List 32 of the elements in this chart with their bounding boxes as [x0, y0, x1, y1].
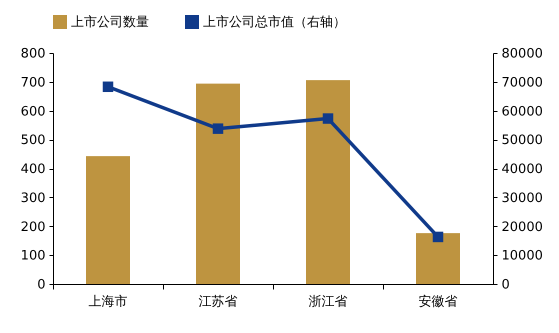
x-tick-label: 上海市 [88, 294, 128, 310]
y-tick-label: 600 [20, 104, 46, 120]
y-tick-label: 100 [20, 248, 46, 264]
bar [196, 84, 240, 284]
point [432, 232, 444, 242]
y-tick-label: 400 [20, 162, 46, 177]
y2-tick-label: 60000 [502, 104, 543, 120]
y2-tick-label: 70000 [502, 75, 543, 90]
bar [86, 156, 130, 284]
y-tick-label: 0 [37, 278, 46, 292]
y-tick-label: 700 [20, 75, 46, 90]
x-tick-label: 安徽省 [418, 294, 458, 310]
point [102, 82, 114, 92]
legend-label: 上市公司总市值（右轴） [203, 15, 346, 30]
x-tick-label: 江苏省 [198, 294, 238, 310]
point [212, 123, 224, 134]
legend-label: 上市公司数量 [71, 15, 149, 30]
x-tick-label: 浙江省 [308, 294, 348, 310]
y2-tick-label: 10000 [502, 248, 543, 264]
y-tick-label: 500 [20, 133, 46, 148]
bar [416, 233, 460, 284]
y2-tick-label: 80000 [502, 46, 543, 62]
y-tick-label: 300 [20, 190, 46, 206]
y2-tick-label: 50000 [502, 133, 543, 148]
y2-tick-label: 30000 [502, 190, 543, 206]
y-tick-label: 200 [20, 220, 46, 235]
y2-tick-label: 0 [502, 278, 510, 292]
point [322, 113, 334, 124]
bar [306, 80, 350, 284]
y2-tick-label: 40000 [502, 162, 543, 177]
y-tick-label: 800 [20, 46, 46, 62]
y2-tick-label: 20000 [502, 220, 543, 235]
